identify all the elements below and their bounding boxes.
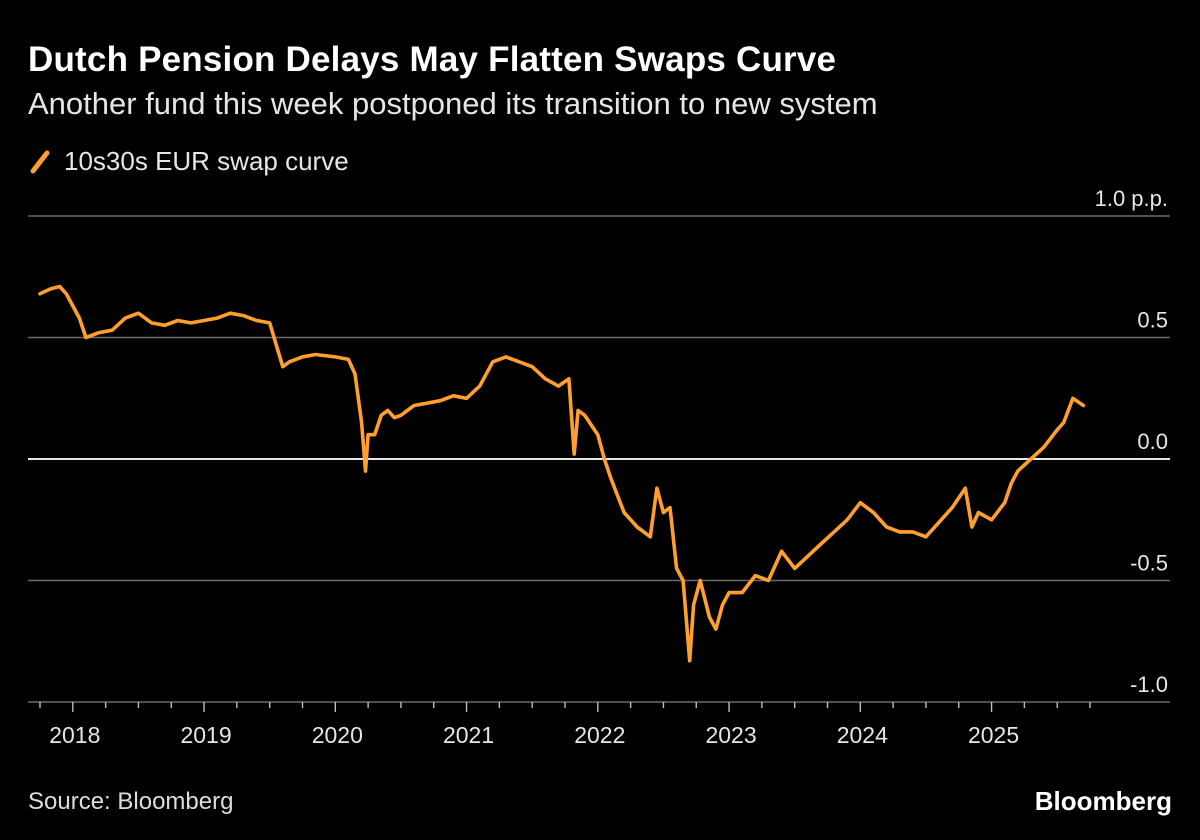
y-tick-label: 1.0 p.p.: [1095, 186, 1168, 211]
x-tick-label: 2025: [968, 722, 1019, 748]
x-tick-label: 2023: [705, 722, 756, 748]
x-tick-label: 2019: [180, 722, 231, 748]
y-tick-label: 0.0: [1137, 429, 1168, 454]
x-tick-label: 2021: [443, 722, 494, 748]
legend-label: 10s30s EUR swap curve: [64, 146, 349, 176]
x-tick-label: 2020: [312, 722, 363, 748]
y-tick-label: -0.5: [1130, 551, 1168, 576]
x-tick-label: 2024: [837, 722, 888, 748]
x-tick-label: 2022: [574, 722, 625, 748]
y-tick-label: -1.0: [1130, 672, 1168, 697]
bloomberg-logo: Bloomberg: [1034, 786, 1172, 816]
series-line-0: [38, 284, 1086, 663]
legend: 10s30s EUR swap curve: [30, 146, 349, 177]
y-tick-label: 0.5: [1137, 308, 1168, 333]
source-note: Source: Bloomberg: [28, 788, 234, 815]
legend-swatch-icon: [30, 150, 50, 173]
chart-title: Dutch Pension Delays May Flatten Swaps C…: [28, 40, 837, 79]
x-tick-label: 2018: [49, 722, 100, 748]
chart-subtitle: Another fund this week postponed its tra…: [28, 86, 878, 121]
